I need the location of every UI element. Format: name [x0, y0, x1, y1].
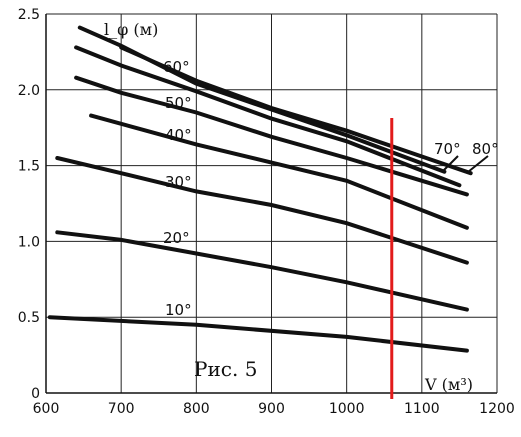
y-tick-label: 1.5 [18, 159, 40, 175]
axes [45, 14, 497, 394]
series-line-50deg [74, 75, 469, 197]
series-line-70deg [77, 25, 447, 174]
label-leader-80 [467, 155, 489, 173]
x-tick-label: 1200 [479, 401, 515, 417]
label-leader-70 [443, 155, 459, 171]
series-line-80deg [119, 45, 473, 176]
series-label: 50° [165, 94, 192, 112]
series-line-40deg [89, 113, 469, 230]
x-tick-label: 1100 [404, 401, 440, 417]
figure-caption: Рис. 5 [194, 357, 257, 381]
grid [45, 13, 498, 394]
series-label: 80° [472, 140, 499, 158]
series-label: 10° [165, 301, 192, 319]
y-tick-label: 0.5 [18, 310, 40, 326]
x-tick-label: 600 [33, 401, 60, 417]
y-tick-label: 0 [31, 386, 40, 402]
series-label: 30° [165, 173, 192, 191]
x-axis-title: V (м³) [424, 375, 473, 394]
y-tick-label: 2.0 [18, 83, 40, 99]
series-label: 40° [165, 126, 192, 144]
series-line-30deg [55, 156, 469, 265]
x-tick-label: 700 [108, 401, 135, 417]
series-layer [47, 25, 473, 399]
series-line-20deg [55, 230, 469, 312]
series-line-10deg [47, 315, 469, 353]
labels-layer: 600 700 800 900 1000 1100 1200 0 0.5 1.0 1.5 2.0 2.5… [18, 7, 515, 417]
series-label: 60° [163, 58, 190, 76]
series-label: 20° [163, 229, 190, 247]
y-tick-label: 2.5 [18, 7, 40, 23]
x-tick-label: 800 [183, 401, 210, 417]
x-tick-label: 1000 [329, 401, 365, 417]
y-tick-label: 1.0 [18, 234, 40, 250]
y-axis-title: l_φ (м) [104, 20, 158, 39]
series-label: 70° [434, 140, 461, 158]
series-line-60deg [74, 45, 462, 188]
x-tick-label: 900 [258, 401, 285, 417]
